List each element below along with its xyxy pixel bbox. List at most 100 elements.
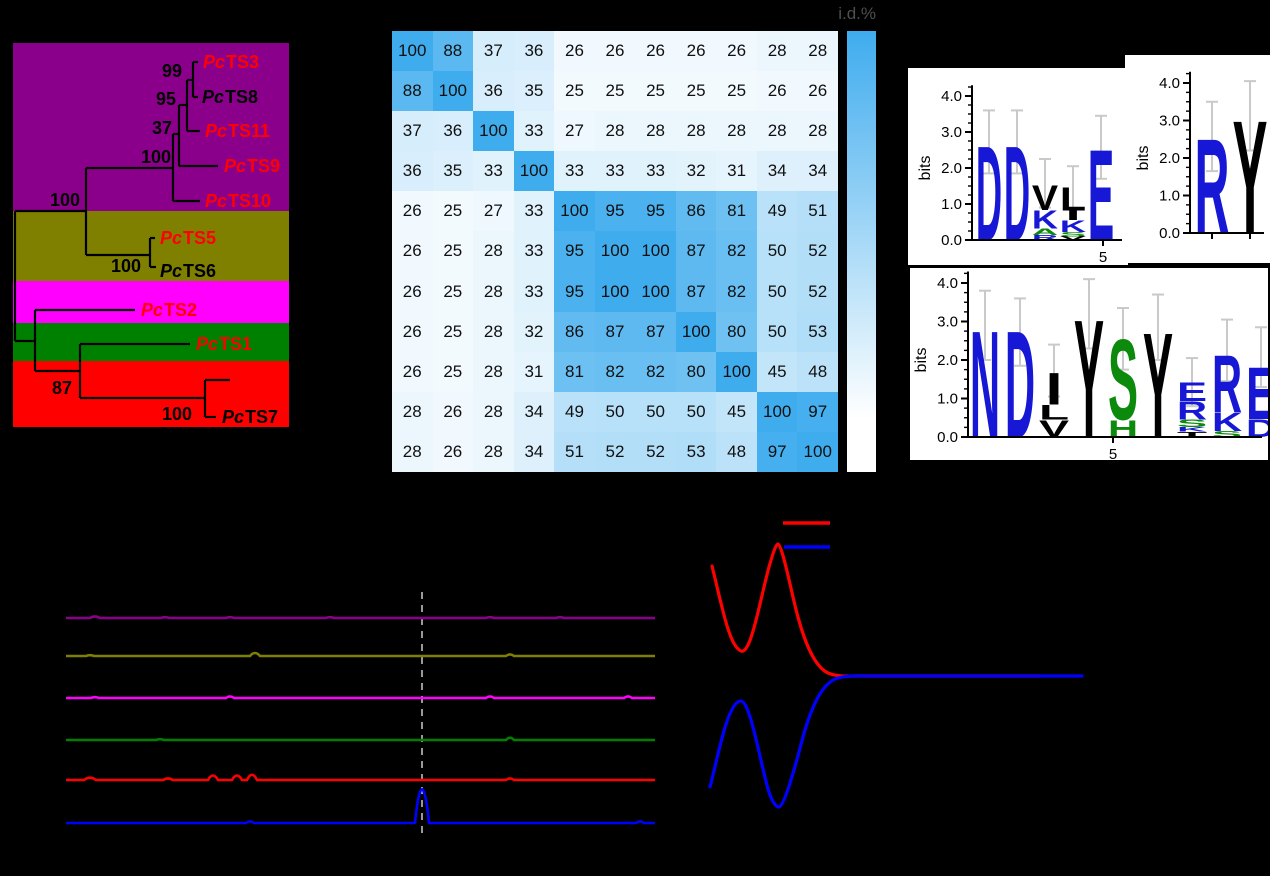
heatmap-cell: 100 [635,231,676,272]
heatmap-cell: 25 [432,191,474,232]
heatmap-cell: 82 [716,231,757,272]
heatmap-cell: 26 [675,31,717,72]
logo-letter-V: V [1060,236,1087,242]
heatmap-cell: 100 [635,271,676,312]
heatmap-cell: 82 [635,351,676,392]
heatmap-cell: 100 [716,351,757,392]
heatmap-cell: 33 [513,271,555,312]
heatmap-cell: 28 [473,311,514,352]
clade-magenta [13,281,289,323]
logo-letter-T: T [1177,430,1208,438]
bootstrap-value: 100 [49,190,81,210]
heatmap-cell: 28 [756,31,798,72]
bootstrap-value: 100 [110,256,142,276]
clade-olive [13,211,289,281]
logo-letter-E: E [1246,353,1268,435]
logo-letter-V: V [1032,178,1058,218]
trace-magenta [66,695,655,700]
spectrum-blue [708,674,1084,809]
logo-ytick-label: 3.0 [1159,113,1180,130]
heatmap-cell: 100 [797,431,838,472]
heatmap-cell: 49 [756,191,798,232]
heatmap-cell: 48 [797,351,838,392]
heatmap-cell: 100 [594,271,636,312]
spectrum-red [710,542,1042,678]
tree-tip-pcts5: PcTS5 [160,228,217,248]
heatmap-cell: 80 [716,311,757,352]
heatmap-cell: 45 [716,391,757,432]
heatmap-cell: 100 [675,311,717,352]
logo-letter-D: D [1246,415,1268,443]
heatmap-cell: 25 [432,271,474,312]
heatmap-cell: 32 [675,151,717,192]
heatmap-cell: 36 [473,71,514,112]
heatmap-cell: 34 [513,431,555,472]
heatmap-cell: 81 [554,351,595,392]
logo-ytick-label: 3.0 [937,314,958,331]
heatmap-cell: 25 [594,71,636,112]
heatmap-cell: 52 [797,231,838,272]
heatmap-cell: 52 [797,271,838,312]
heatmap-cell: 49 [554,391,595,432]
heatmap-cell: 26 [716,31,757,72]
heatmap-cell: 87 [635,311,676,352]
tree-tip-pcts11: PcTS11 [205,121,271,141]
heatmap-cell: 26 [392,311,433,352]
logo-letter-S: S [1060,231,1086,238]
logo-ytick-label: 4.0 [937,275,958,292]
heatmap-cell: 50 [675,391,717,432]
heatmap-cell: 26 [594,31,636,72]
heatmap-cell: 28 [716,111,757,152]
heatmap-cell: 27 [473,191,514,232]
logo-xtick-label: 5 [1109,446,1117,460]
heatmap-cell: 26 [432,431,474,472]
heatmap-cell: 36 [513,31,555,72]
logo-ylabel: bits [1135,146,1152,171]
logo-letter-N: N [970,299,1000,460]
logo-letter-K: K [1212,409,1242,437]
logo-xtick-label: 5 [1099,249,1107,265]
logo-letter-D: D [976,118,1002,265]
heatmap-cell: 95 [554,271,595,312]
logo-letter-K: K [1177,426,1208,433]
heatmap-cell: 50 [635,391,676,432]
logo-ytick-label: 2.0 [1159,150,1180,167]
heatmap-cell: 27 [554,111,595,152]
logo-ytick-label: 2.0 [937,352,958,369]
tree-tip-pcts7: PcTS7 [222,407,279,427]
heatmap-cell: 26 [392,191,433,232]
bootstrap-value: 87 [51,378,73,398]
logo-ytick-label: 1.0 [937,391,958,408]
clade-green [13,323,289,361]
heatmap-cell: 100 [432,71,474,112]
heatmap-cell: 28 [473,391,514,432]
heatmap-cell: 82 [716,271,757,312]
heatmap-cell: 52 [594,431,636,472]
heatmap-cell: 95 [594,191,636,232]
trace-red [66,773,655,782]
bootstrap-value: 37 [151,118,173,138]
heatmap-cell: 88 [392,71,433,112]
heatmap-cell: 26 [392,351,433,392]
heatmap-cell: 50 [756,231,798,272]
heatmap-cell: 33 [473,151,514,192]
heatmap-cell: 100 [756,391,798,432]
logo-letter-L: L [1039,401,1069,425]
logo-letter-S: S [1108,316,1138,445]
heatmap-cell: 25 [635,71,676,112]
heatmap-cell: 88 [432,31,474,72]
heatmap-cell: 50 [756,271,798,312]
logo-letter-I: I [1045,364,1062,415]
heatmap-cell: 36 [392,151,433,192]
heatmap-cell: 25 [716,71,757,112]
bootstrap-value: 100 [161,404,193,424]
heatmap-cell: 28 [392,431,433,472]
tree-tip-pcts10: PcTS10 [205,191,272,211]
trace-blue [66,787,655,825]
heatmap-cell: 25 [432,351,474,392]
heatmap-cell: 45 [756,351,798,392]
heatmap-cell: 100 [473,111,514,152]
heatmap-cell: 28 [594,111,636,152]
trace-purple [66,615,655,620]
